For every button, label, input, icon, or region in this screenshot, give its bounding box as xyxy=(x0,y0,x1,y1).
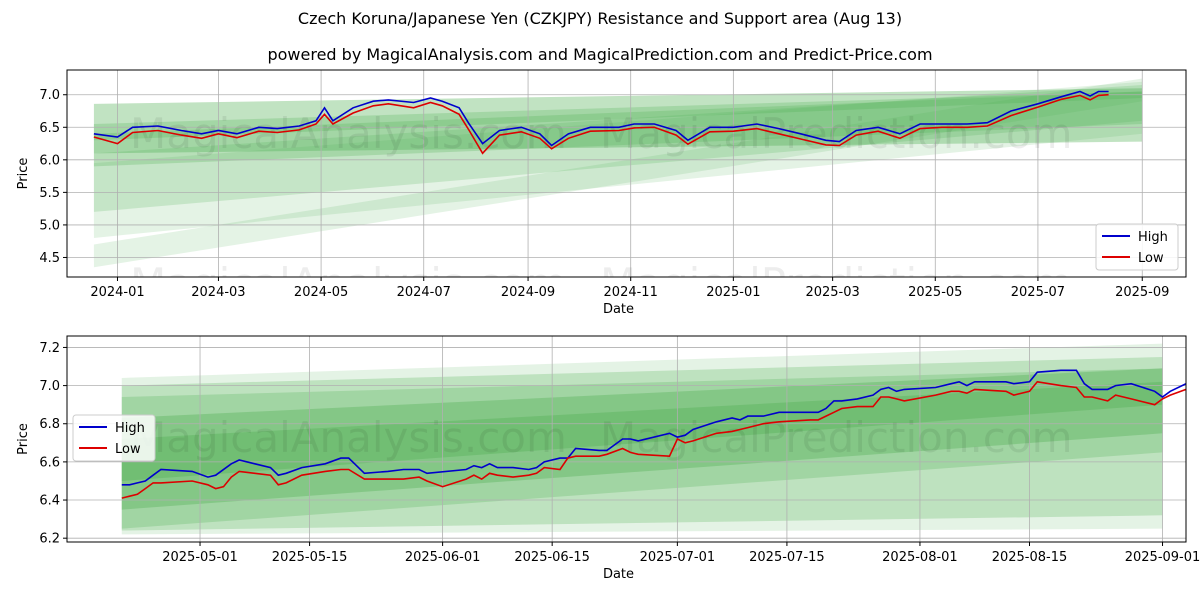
y-tick-label: 6.2 xyxy=(39,532,60,547)
x-tick-label: 2024-09 xyxy=(501,285,555,300)
x-axis-label: Date xyxy=(603,302,634,317)
y-axis-label: Price xyxy=(16,423,31,455)
series-line-low xyxy=(121,380,1186,499)
x-tick-label: 2025-09 xyxy=(1115,285,1169,300)
chart-title: Czech Koruna/Japanese Yen (CZKJPY) Resis… xyxy=(297,9,903,28)
x-axis-label: Date xyxy=(603,567,634,582)
support-resistance-band-4 xyxy=(121,368,1163,510)
y-tick-label: 4.5 xyxy=(39,251,60,266)
chart-panel-1: MagicalAnalysis.com MagicalPrediction.com… xyxy=(16,69,1187,317)
legend-label-high: High xyxy=(1138,230,1168,245)
x-tick-label: 2025-08-01 xyxy=(882,550,958,565)
x-tick-label: 2024-05 xyxy=(294,285,348,300)
plot-frame xyxy=(66,69,1187,278)
plot-area: MagicalAnalysis.com MagicalPrediction.com… xyxy=(67,70,1186,308)
chart-subtitle: powered by MagicalAnalysis.com and Magic… xyxy=(267,45,933,64)
watermark-text: MagicalPrediction.com xyxy=(600,259,1073,308)
plot-area: MagicalAnalysis.com MagicalPrediction.com xyxy=(67,336,1186,542)
x-tick-label: 2025-07-15 xyxy=(749,550,825,565)
x-tick-label: 2024-07 xyxy=(397,285,451,300)
support-resistance-band-2 xyxy=(93,91,1143,167)
legend: High Low xyxy=(72,414,156,462)
x-tick-label: 2024-11 xyxy=(604,285,658,300)
support-resistance-band-5 xyxy=(93,78,1143,268)
plot-frame xyxy=(66,335,1187,543)
y-tick-label: 6.5 xyxy=(39,121,60,136)
support-resistance-band-3 xyxy=(121,368,1163,529)
watermark-text: MagicalAnalysis.com xyxy=(130,413,567,462)
series-line-low xyxy=(93,93,1109,155)
x-tick-label: 2025-09-01 xyxy=(1125,550,1200,565)
legend: High Low xyxy=(1095,223,1179,271)
y-tick-label: 7.0 xyxy=(39,379,60,394)
support-resistance-band-6 xyxy=(93,91,1143,141)
y-tick-label: 7.0 xyxy=(39,88,60,103)
x-tick-label: 2025-05-01 xyxy=(162,550,238,565)
series-line-high xyxy=(93,90,1109,147)
x-tick-label: 2025-07 xyxy=(1011,285,1065,300)
support-resistance-band-5 xyxy=(121,381,1163,481)
y-tick-label: 5.0 xyxy=(39,218,60,233)
legend-label-high: High xyxy=(115,421,145,436)
y-axis-label: Price xyxy=(16,158,31,190)
x-tick-label: 2025-01 xyxy=(706,285,760,300)
y-tick-label: 7.2 xyxy=(39,341,60,356)
x-tick-label: 2024-03 xyxy=(191,285,245,300)
y-tick-label: 6.4 xyxy=(39,494,60,509)
support-resistance-band-3 xyxy=(93,84,1143,212)
series-line-high xyxy=(121,369,1186,486)
x-tick-label: 2025-06-15 xyxy=(514,550,590,565)
x-tick-label: 2025-03 xyxy=(805,285,859,300)
legend-label-low: Low xyxy=(1138,251,1164,266)
x-tick-label: 2025-07-01 xyxy=(640,550,716,565)
x-tick-label: 2025-05 xyxy=(908,285,962,300)
x-tick-label: 2025-06-01 xyxy=(405,550,481,565)
watermark-text: MagicalAnalysis.com xyxy=(130,259,567,308)
chart-panel-2: MagicalAnalysis.com MagicalPrediction.com… xyxy=(16,335,1200,582)
y-tick-label: 6.0 xyxy=(39,153,60,168)
support-resistance-band-1 xyxy=(93,88,1143,154)
support-resistance-band-1 xyxy=(121,343,1163,535)
x-tick-label: 2024-01 xyxy=(90,285,144,300)
x-tick-label: 2025-05-15 xyxy=(272,550,348,565)
y-tick-label: 6.8 xyxy=(39,417,60,432)
y-tick-label: 5.5 xyxy=(39,186,60,201)
y-tick-label: 6.6 xyxy=(39,455,60,470)
legend-label-low: Low xyxy=(115,442,141,457)
x-tick-label: 2025-08-15 xyxy=(992,550,1068,565)
